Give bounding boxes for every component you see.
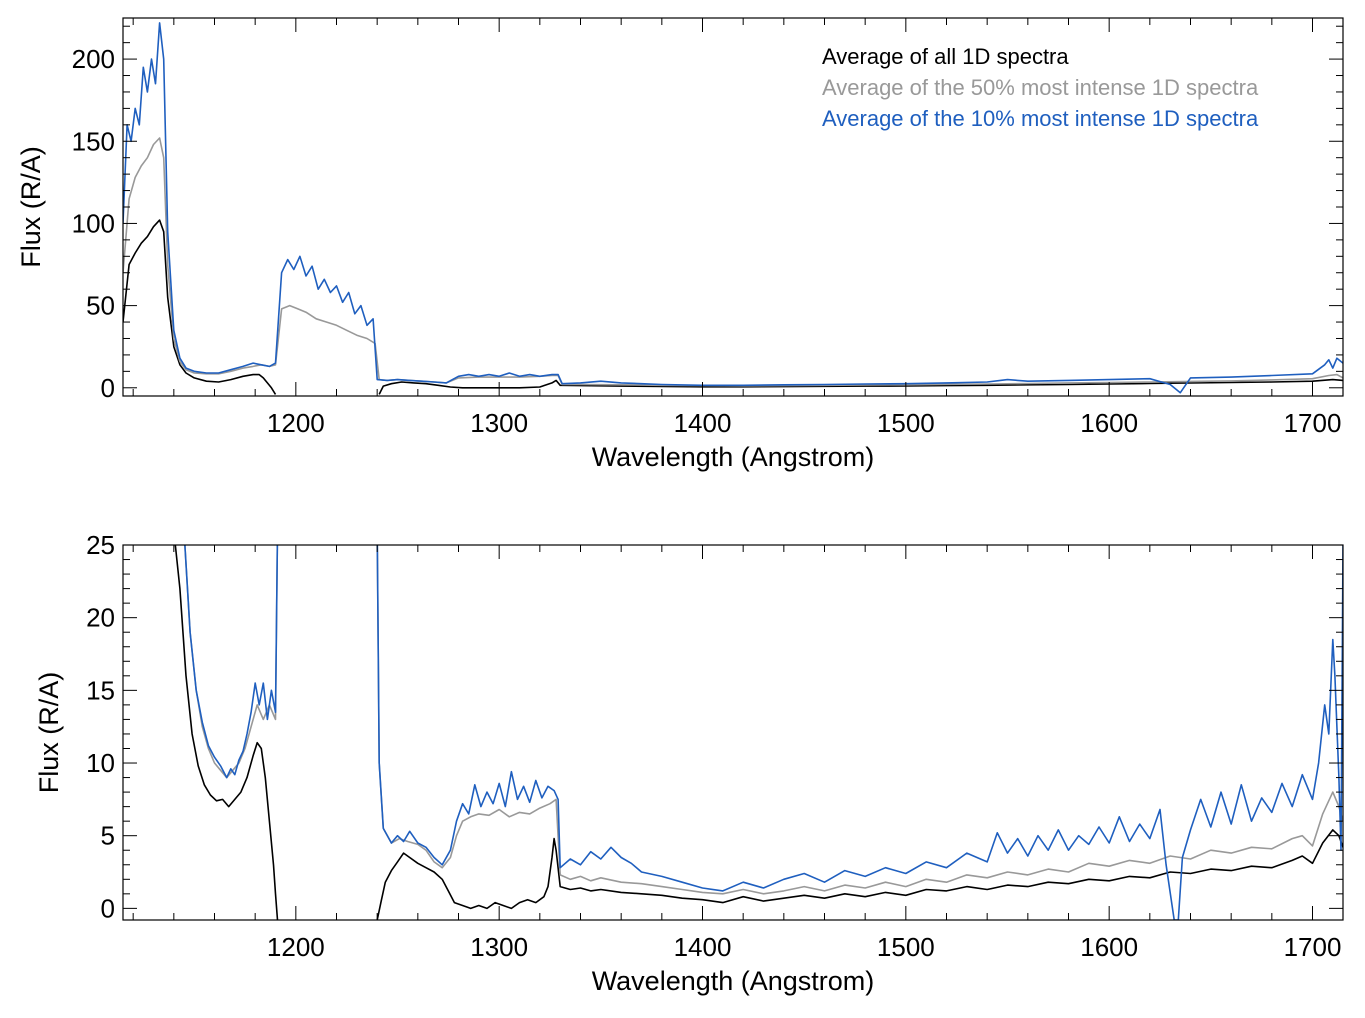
x-tick-label: 1600 xyxy=(1080,408,1138,438)
top-panel-x-axis-title: Wavelength (Angstrom) xyxy=(592,442,875,472)
series-line xyxy=(123,219,277,395)
y-tick-label: 150 xyxy=(72,126,115,156)
top-panel: 1200 1300 1400 1500 1600 1700 0 50 100 150 200 Wav… xyxy=(16,17,1344,472)
x-tick-label: 1700 xyxy=(1284,408,1342,438)
y-tick-label: 50 xyxy=(86,291,115,321)
top-panel-ticks: 1200 1300 1400 1500 1600 1700 0 50 100 150 200 xyxy=(72,18,1343,438)
bottom-panel-series xyxy=(174,545,1343,920)
bottom-panel-x-axis-title: Wavelength (Angstrom) xyxy=(592,966,875,996)
x-tick-label: 1400 xyxy=(674,932,732,962)
bottom-panel-frame xyxy=(122,544,1344,921)
y-tick-label: 200 xyxy=(72,44,115,74)
y-tick-label: 0 xyxy=(101,373,115,403)
y-tick-label: 0 xyxy=(101,893,115,923)
x-tick-label: 1700 xyxy=(1284,932,1342,962)
x-tick-label: 1300 xyxy=(470,408,528,438)
x-tick-label: 1400 xyxy=(674,408,732,438)
x-tick-label: 1300 xyxy=(470,932,528,962)
bottom-panel: 1200 1300 1400 1500 1600 1700 0 5 10 15 20 25 Wavel… xyxy=(34,530,1344,996)
y-tick-label: 25 xyxy=(86,530,115,560)
x-tick-label: 1500 xyxy=(877,932,935,962)
series-line xyxy=(376,545,1343,895)
y-tick-label: 10 xyxy=(86,748,115,778)
x-tick-label: 1200 xyxy=(267,932,325,962)
top-panel-legend: Average of all 1D spectra Average of the … xyxy=(822,44,1259,131)
series-line xyxy=(123,137,1343,387)
legend-entry: Average of all 1D spectra xyxy=(822,44,1069,69)
bottom-panel-ticks: 1200 1300 1400 1500 1600 1700 0 5 10 15 20 25 xyxy=(86,530,1343,962)
y-tick-label: 15 xyxy=(86,675,115,705)
x-tick-label: 1200 xyxy=(267,408,325,438)
series-line xyxy=(376,829,1343,920)
series-line xyxy=(184,545,279,779)
legend-entry: Average of the 50% most intense 1D spect… xyxy=(822,75,1259,100)
series-line xyxy=(376,545,1343,920)
y-tick-label: 20 xyxy=(86,603,115,633)
y-tick-label: 5 xyxy=(101,821,115,851)
y-tick-label: 100 xyxy=(72,208,115,238)
legend-entry: Average of the 10% most intense 1D spect… xyxy=(822,106,1259,131)
series-line xyxy=(378,378,1343,395)
series-line xyxy=(174,545,279,920)
bottom-panel-y-axis-title: Flux (R/A) xyxy=(34,672,64,794)
x-tick-label: 1500 xyxy=(877,408,935,438)
x-tick-label: 1600 xyxy=(1080,932,1138,962)
series-line xyxy=(123,22,1343,394)
series-line xyxy=(184,545,279,779)
top-panel-y-axis-title: Flux (R/A) xyxy=(16,146,46,268)
top-panel-series xyxy=(123,22,1343,395)
